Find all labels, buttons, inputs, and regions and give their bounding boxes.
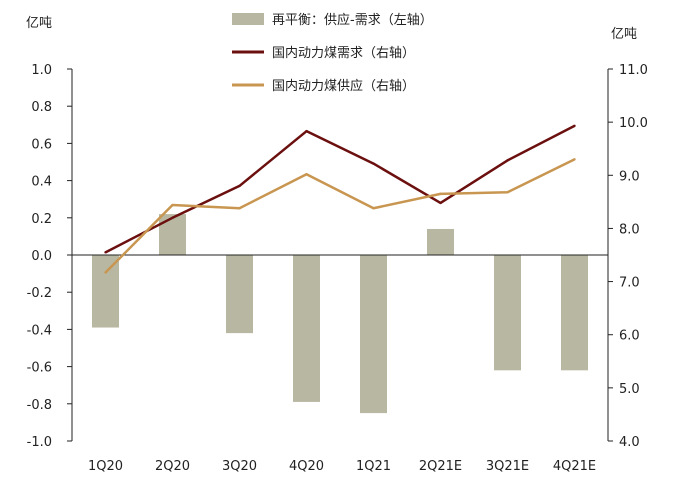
supply-point-2Q21E bbox=[439, 192, 442, 196]
left-tick-label: 0.2 bbox=[31, 212, 52, 227]
bar-2Q20 bbox=[159, 214, 186, 255]
right-tick-label: 11.0 bbox=[619, 63, 648, 78]
left-tick-label: -0.6 bbox=[27, 361, 52, 376]
right-axis-ticks: 11.0 10.0 9.0 8.0 7.0 6.0 5.0 4.0 bbox=[608, 63, 648, 450]
supply-point-1Q20 bbox=[104, 271, 107, 274]
demand-point-2Q20 bbox=[171, 216, 174, 219]
left-tick-label: 0.0 bbox=[31, 249, 52, 264]
bar-1Q21 bbox=[360, 255, 387, 414]
bar-4Q21E bbox=[561, 255, 588, 371]
right-tick-label: 10.0 bbox=[619, 116, 648, 131]
left-tick-label: -1.0 bbox=[27, 435, 52, 450]
legend-label-supply: 国内动力煤供应（右轴） bbox=[272, 78, 415, 94]
x-tick-label: 3Q20 bbox=[222, 459, 257, 474]
supply-point-4Q21E bbox=[573, 158, 576, 161]
demand-point-1Q20 bbox=[104, 251, 107, 254]
right-tick-label: 8.0 bbox=[619, 222, 640, 237]
x-tick-label: 1Q20 bbox=[88, 459, 123, 474]
left-tick-label: -0.4 bbox=[27, 323, 52, 338]
demand-point-3Q21E bbox=[506, 159, 509, 162]
right-tick-label: 5.0 bbox=[619, 382, 640, 397]
left-axis-ticks: 1.0 0.8 0.6 0.4 0.2 0.0 -0.2 -0.4 -0.6 -0.8 -1.0 bbox=[27, 63, 72, 450]
left-tick-label: -0.2 bbox=[27, 286, 52, 301]
x-tick-label: 2Q20 bbox=[155, 459, 190, 474]
left-tick-label: 0.6 bbox=[31, 137, 52, 152]
legend-label-balance: 再平衡：供应-需求（左轴） bbox=[272, 12, 433, 28]
left-tick-label: -0.8 bbox=[27, 398, 52, 413]
demand-point-4Q21E bbox=[573, 124, 576, 128]
legend-swatch-balance bbox=[232, 13, 264, 25]
right-tick-label: 6.0 bbox=[619, 329, 640, 344]
x-axis-labels: 1Q20 2Q20 3Q20 4Q20 1Q21 2Q21E 3Q21E 4Q21E bbox=[88, 459, 596, 474]
left-tick-label: 1.0 bbox=[31, 63, 52, 78]
bar-series-balance bbox=[92, 214, 588, 414]
supply-point-3Q21E bbox=[506, 191, 509, 194]
left-tick-label: 0.4 bbox=[31, 175, 52, 190]
left-axis-unit: 亿吨 bbox=[26, 16, 52, 31]
demand-point-3Q20 bbox=[238, 184, 241, 188]
right-tick-label: 9.0 bbox=[619, 169, 640, 184]
x-tick-label: 3Q21E bbox=[486, 459, 529, 474]
x-tick-label: 4Q21E bbox=[553, 459, 596, 474]
bar-3Q20 bbox=[226, 255, 253, 334]
right-axis-unit: 亿吨 bbox=[611, 27, 637, 42]
left-tick-label: 0.8 bbox=[31, 100, 52, 115]
demand-point-4Q20 bbox=[305, 129, 308, 133]
bar-3Q21E bbox=[494, 255, 521, 371]
supply-point-4Q20 bbox=[305, 173, 308, 176]
x-tick-label: 1Q21 bbox=[356, 459, 391, 474]
supply-point-1Q21 bbox=[372, 207, 375, 210]
right-tick-label: 4.0 bbox=[619, 435, 640, 450]
supply-point-2Q20 bbox=[171, 203, 174, 207]
line-series bbox=[104, 124, 576, 274]
supply-point-3Q20 bbox=[238, 207, 241, 210]
x-tick-label: 2Q21E bbox=[419, 459, 462, 474]
right-tick-label: 7.0 bbox=[619, 276, 640, 291]
x-tick-label: 4Q20 bbox=[289, 459, 324, 474]
legend: 再平衡：供应-需求（左轴） 国内动力煤需求（右轴） 国内动力煤供应（右轴） bbox=[232, 12, 433, 94]
line-supply bbox=[104, 158, 576, 274]
line-demand bbox=[104, 124, 576, 254]
demand-point-1Q21 bbox=[372, 162, 375, 165]
bar-4Q20 bbox=[293, 255, 320, 402]
legend-label-demand: 国内动力煤需求（右轴） bbox=[272, 45, 415, 61]
bar-1Q20 bbox=[92, 255, 119, 328]
demand-point-2Q21E bbox=[439, 201, 442, 205]
bar-2Q21E bbox=[427, 228, 454, 255]
